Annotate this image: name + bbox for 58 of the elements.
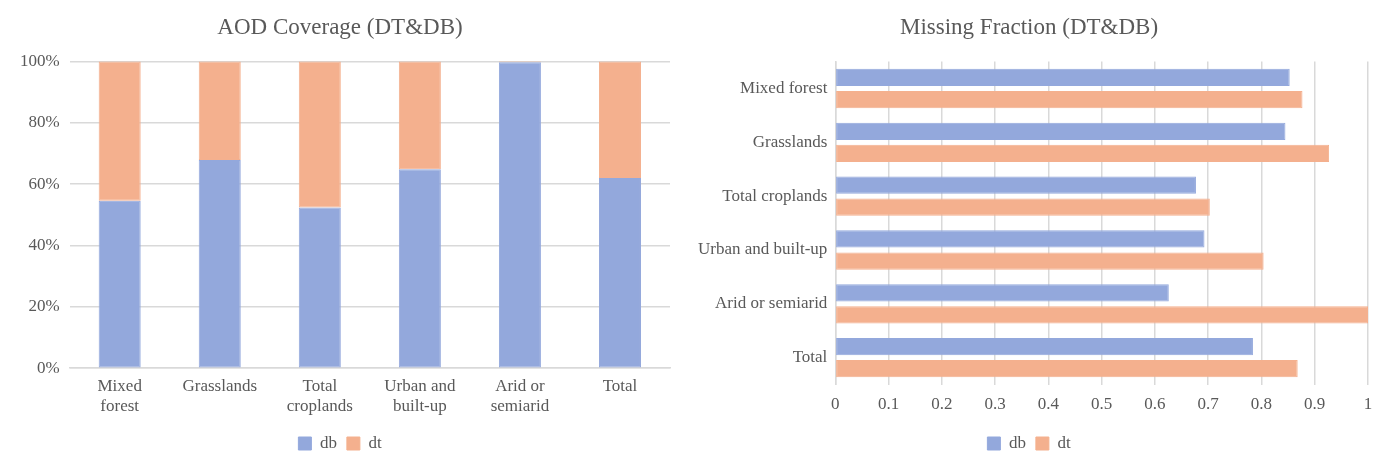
bar xyxy=(398,61,441,170)
x-tick-label: 1 xyxy=(1363,394,1373,414)
x-tick-label: 0.8 xyxy=(1250,394,1273,414)
bar xyxy=(598,61,641,179)
y-tick-label: 40% xyxy=(28,235,60,255)
legend-label: dt xyxy=(368,432,382,452)
bar xyxy=(836,144,1330,162)
x-tick-label: 0.3 xyxy=(984,394,1006,414)
bar xyxy=(836,198,1210,216)
y-tick-label: Total xyxy=(792,347,828,367)
x-tick-label: Total xyxy=(602,375,638,395)
legend-label: db xyxy=(1008,432,1026,452)
x-tick-label: Urban and built-up xyxy=(384,375,456,416)
bar xyxy=(836,306,1368,324)
y-tick-label: 100% xyxy=(19,51,60,71)
bar xyxy=(836,176,1196,194)
y-tick-label: Mixed forest xyxy=(740,77,828,97)
bar xyxy=(836,90,1303,109)
x-tick-label: Arid or semiarid xyxy=(490,375,550,416)
bar xyxy=(198,160,241,368)
x-tick-label: 0.9 xyxy=(1304,394,1326,414)
bar xyxy=(298,207,341,368)
x-tick-label: Grasslands xyxy=(182,375,258,395)
legend-label: db xyxy=(319,432,337,452)
x-tick-label: 0.6 xyxy=(1144,394,1166,414)
chart-title: AOD Coverage (DT&DB) xyxy=(217,13,463,39)
bar xyxy=(836,68,1290,87)
y-tick-label: 60% xyxy=(28,173,60,193)
x-tick-label: 0.7 xyxy=(1197,394,1220,414)
x-tick-label: 0.1 xyxy=(878,394,900,414)
bar xyxy=(836,338,1253,356)
y-tick-label: Arid or semiarid xyxy=(715,293,828,313)
x-tick-label: 0.5 xyxy=(1091,394,1113,414)
bar xyxy=(836,252,1264,270)
y-tick-label: 80% xyxy=(28,112,60,132)
y-tick-label: Urban and built-up xyxy=(698,239,828,259)
bar xyxy=(498,62,541,368)
x-tick-label: 0 xyxy=(831,394,840,414)
legend-label: dt xyxy=(1057,432,1071,452)
bar xyxy=(836,360,1298,378)
y-tick-label: 0% xyxy=(36,357,60,377)
bar xyxy=(836,284,1169,302)
bar xyxy=(598,178,641,368)
bar xyxy=(298,61,341,208)
bar xyxy=(836,230,1205,248)
y-tick-label: Total croplands xyxy=(722,185,828,205)
x-tick-label: 0.4 xyxy=(1037,394,1060,414)
bar xyxy=(198,61,241,161)
bar xyxy=(98,200,141,368)
x-tick-label: 0.2 xyxy=(931,394,953,414)
bar xyxy=(398,169,441,368)
x-tick-label: Mixed forest xyxy=(97,375,143,416)
bar xyxy=(98,61,141,201)
y-tick-label: Grasslands xyxy=(752,131,828,151)
bar xyxy=(836,122,1286,140)
x-tick-label: Total croplands xyxy=(286,375,353,416)
y-tick-label: 20% xyxy=(28,296,60,316)
chart-title: Missing Fraction (DT&DB) xyxy=(899,13,1159,39)
